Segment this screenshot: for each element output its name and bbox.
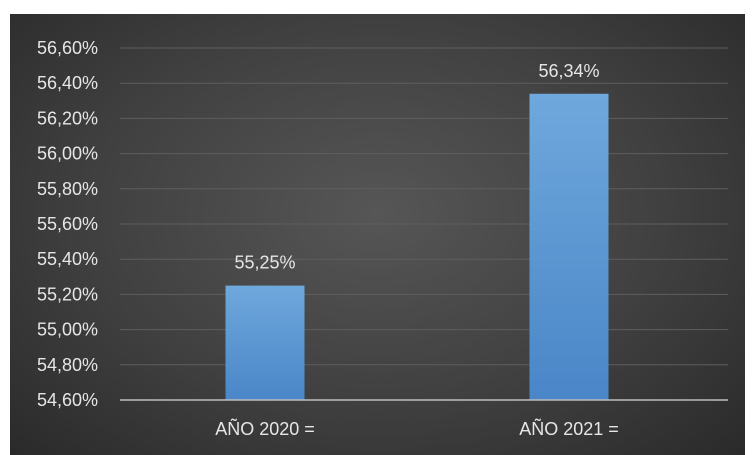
y-tick-label: 55,60% <box>37 214 98 234</box>
data-label: 56,34% <box>538 61 599 81</box>
category-label: AÑO 2021 = <box>519 418 619 439</box>
chart-area: 54,60% 54,80% 55,00% 55,20% 55,40% 55,60% 55,8… <box>10 14 745 455</box>
bar-chart: 54,60% 54,80% 55,00% 55,20% 55,40% 55,60% 55,8… <box>37 38 728 439</box>
y-tick-label: 55,00% <box>37 320 98 340</box>
y-tick-label: 56,40% <box>37 73 98 93</box>
bars <box>225 93 609 400</box>
gridlines <box>120 47 728 366</box>
y-tick-label: 55,40% <box>37 249 98 269</box>
y-tick-label: 56,00% <box>37 144 98 164</box>
data-labels: 55,25% 56,34% <box>234 61 599 273</box>
y-tick-label: 54,60% <box>37 390 98 410</box>
bar <box>529 93 609 400</box>
x-axis-category-labels: AÑO 2020 = AÑO 2021 = <box>215 418 619 439</box>
y-tick-label: 54,80% <box>37 355 98 375</box>
y-tick-label: 55,80% <box>37 179 98 199</box>
y-tick-label: 55,20% <box>37 284 98 304</box>
y-tick-label: 56,60% <box>37 38 98 58</box>
data-label: 55,25% <box>234 253 295 273</box>
bar <box>225 285 305 400</box>
y-tick-label: 56,20% <box>37 108 98 128</box>
y-axis-tick-labels: 54,60% 54,80% 55,00% 55,20% 55,40% 55,60% 55,8… <box>37 38 98 410</box>
category-label: AÑO 2020 = <box>215 418 315 439</box>
